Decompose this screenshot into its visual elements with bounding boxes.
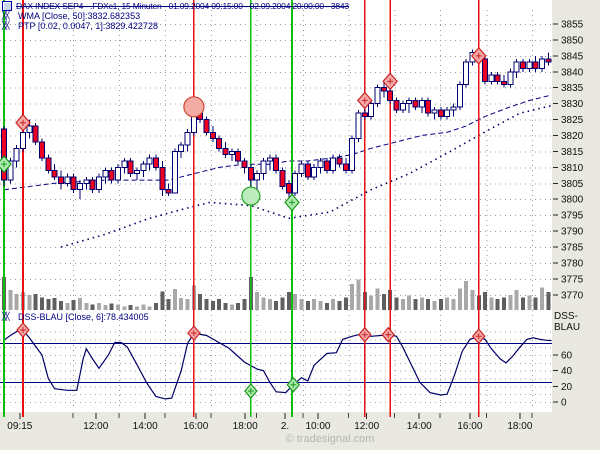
legend-wma[interactable]: ╳╳ WMA [Close, 50]:3832.682353 bbox=[2, 11, 140, 21]
svg-text:3780: 3780 bbox=[561, 258, 584, 269]
svg-text:0: 0 bbox=[561, 398, 567, 409]
svg-text:16:00: 16:00 bbox=[183, 421, 208, 432]
svg-text:3850: 3850 bbox=[561, 35, 584, 46]
svg-text:3800: 3800 bbox=[561, 195, 584, 206]
svg-text:18:00: 18:00 bbox=[507, 421, 532, 432]
svg-text:3815: 3815 bbox=[561, 147, 584, 158]
svg-text:3845: 3845 bbox=[561, 51, 584, 62]
svg-text:12:00: 12:00 bbox=[354, 421, 379, 432]
dss-signal-markers[interactable] bbox=[16, 322, 486, 399]
svg-text:10:00: 10:00 bbox=[305, 421, 330, 432]
svg-text:20: 20 bbox=[561, 382, 573, 393]
price-axis[interactable] bbox=[552, 0, 600, 412]
time-axis-labels: 09:15 12:00 14:00 16:00 18:00 2. 10:00 12:00 14:… bbox=[7, 413, 533, 432]
svg-text:12:00: 12:00 bbox=[83, 421, 108, 432]
svg-text:3775: 3775 bbox=[561, 274, 584, 285]
chart-title: DAX INDEX SEP4 - .FDXc1, 15 Minuten - 01… bbox=[16, 1, 349, 11]
legend-ptp[interactable]: ╳╳ PTP [0.02, 0.0047, 1]:3829.422728 bbox=[2, 21, 158, 31]
ptp-line[interactable] bbox=[60, 104, 552, 248]
svg-text:3855: 3855 bbox=[561, 20, 584, 31]
svg-text:2.: 2. bbox=[281, 421, 289, 432]
svg-text:14:00: 14:00 bbox=[133, 421, 158, 432]
indicator-icon: ╳╳ bbox=[2, 21, 10, 30]
svg-text:14:00: 14:00 bbox=[407, 421, 432, 432]
price-axis-labels: 3855 3850 3845 3840 3835 3830 3825 3820 3815 3810… bbox=[553, 20, 584, 301]
plot-background bbox=[0, 0, 552, 412]
svg-text:3770: 3770 bbox=[561, 290, 584, 301]
gridlines bbox=[0, 10, 552, 408]
wma-line[interactable] bbox=[3, 94, 552, 191]
svg-text:3835: 3835 bbox=[561, 83, 584, 94]
chart-title-row[interactable]: DAX INDEX SEP4 - .FDXc1, 15 Minuten - 01… bbox=[2, 1, 349, 11]
svg-text:3820: 3820 bbox=[561, 131, 584, 142]
legend-ptp-label: PTP [0.02, 0.0047, 1]:3829.422728 bbox=[18, 21, 158, 31]
svg-text:16:00: 16:00 bbox=[457, 421, 482, 432]
svg-text:3790: 3790 bbox=[561, 227, 584, 238]
tradesignal-watermark: © tradesignal.com bbox=[285, 433, 375, 445]
svg-text:3830: 3830 bbox=[561, 99, 584, 110]
indicator-icon: ╳╳ bbox=[2, 11, 10, 20]
svg-text:3795: 3795 bbox=[561, 211, 584, 222]
dss-panel-axis-name: DSS-BLAU bbox=[554, 311, 581, 333]
svg-text:3805: 3805 bbox=[561, 179, 584, 190]
svg-text:60: 60 bbox=[561, 351, 573, 362]
indicator-icon: ╳╳ bbox=[2, 312, 10, 321]
svg-text:40: 40 bbox=[561, 366, 573, 377]
svg-text:3810: 3810 bbox=[561, 163, 584, 174]
legend-dss[interactable]: ╳╳ DSS-BLAU [Close, 6]:78.434005 bbox=[2, 312, 149, 322]
svg-text:3825: 3825 bbox=[561, 115, 584, 126]
svg-text:18:00: 18:00 bbox=[233, 421, 258, 432]
legend-dss-label: DSS-BLAU [Close, 6]:78.434005 bbox=[18, 312, 149, 322]
dss-band-lines bbox=[0, 342, 552, 383]
legend-wma-label: WMA [Close, 50]:3832.682353 bbox=[18, 11, 141, 21]
svg-text:3840: 3840 bbox=[561, 67, 584, 78]
svg-text:3785: 3785 bbox=[561, 243, 584, 254]
dss-axis-labels: 60 40 20 0 bbox=[553, 351, 573, 409]
svg-text:09:15: 09:15 bbox=[7, 421, 32, 432]
window-icon bbox=[2, 1, 12, 11]
price-signal-markers[interactable] bbox=[0, 46, 487, 212]
